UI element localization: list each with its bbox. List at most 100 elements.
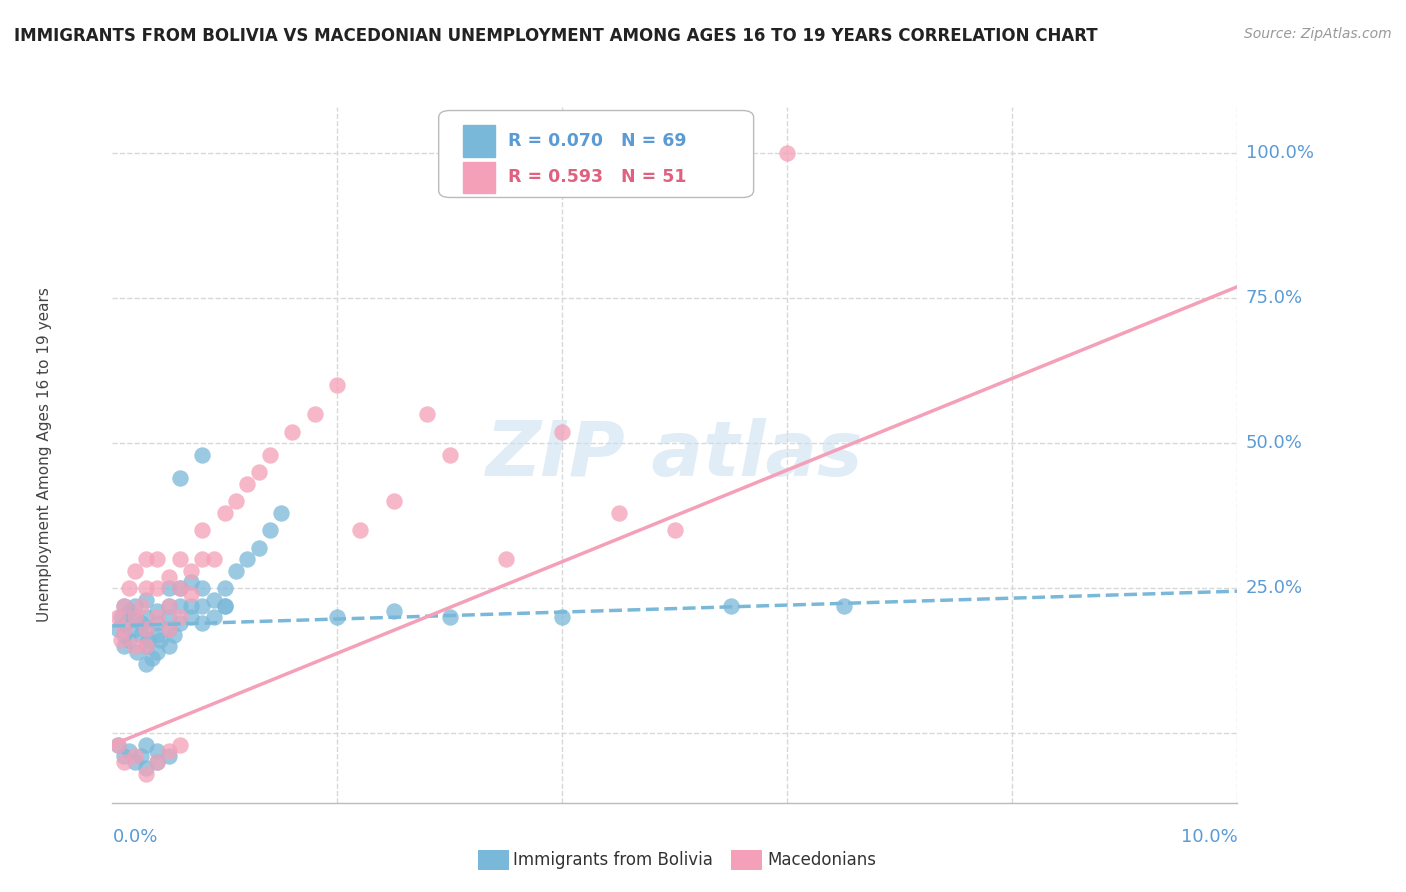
Point [202, 552, 225, 566]
Point [107, 622, 129, 636]
Point [551, 610, 574, 624]
Point [259, 448, 281, 462]
Point [146, 552, 169, 566]
Point [115, 615, 138, 630]
Point [180, 575, 202, 590]
Point [146, 645, 169, 659]
Point [129, 599, 152, 613]
Point [124, 749, 146, 764]
Point [214, 599, 236, 613]
Point [236, 552, 259, 566]
Point [129, 628, 152, 642]
Text: 75.0%: 75.0% [1246, 289, 1303, 308]
Point [135, 738, 157, 752]
Point [146, 628, 169, 642]
Point [191, 552, 214, 566]
Point [157, 622, 180, 636]
Point [135, 552, 157, 566]
Point [146, 582, 169, 596]
Point [157, 610, 180, 624]
Point [180, 610, 202, 624]
Point [127, 645, 149, 659]
Point [146, 610, 169, 624]
Point [146, 755, 169, 769]
Bar [464, 161, 495, 193]
Point [157, 622, 180, 636]
Point [495, 552, 517, 566]
Point [149, 633, 172, 648]
Point [180, 587, 202, 601]
Point [135, 592, 157, 607]
Point [124, 599, 146, 613]
FancyBboxPatch shape [439, 111, 754, 197]
Point [110, 633, 132, 648]
Point [124, 755, 146, 769]
Text: IMMIGRANTS FROM BOLIVIA VS MACEDONIAN UNEMPLOYMENT AMONG AGES 16 TO 19 YEARS COR: IMMIGRANTS FROM BOLIVIA VS MACEDONIAN UN… [14, 27, 1098, 45]
Point [191, 448, 214, 462]
Text: R = 0.070   N = 69: R = 0.070 N = 69 [509, 132, 688, 150]
Point [118, 744, 141, 758]
Text: 25.0%: 25.0% [1246, 579, 1303, 598]
Point [270, 506, 292, 520]
Point [146, 755, 169, 769]
Point [169, 471, 191, 485]
Point [112, 628, 135, 642]
Point [118, 605, 141, 619]
Point [191, 599, 214, 613]
Point [202, 592, 225, 607]
Text: Unemployment Among Ages 16 to 19 years: Unemployment Among Ages 16 to 19 years [38, 287, 52, 623]
Text: 50.0%: 50.0% [1246, 434, 1302, 452]
Point [107, 738, 129, 752]
Text: R = 0.593   N = 51: R = 0.593 N = 51 [509, 169, 688, 186]
Point [112, 599, 135, 613]
Point [225, 494, 247, 508]
Point [135, 639, 157, 653]
Point [664, 523, 686, 537]
Point [112, 755, 135, 769]
Point [169, 552, 191, 566]
Point [141, 651, 163, 665]
Point [157, 599, 180, 613]
Point [214, 599, 236, 613]
Point [107, 738, 129, 752]
Point [135, 622, 157, 636]
Point [135, 582, 157, 596]
Point [135, 639, 157, 653]
Point [776, 146, 799, 161]
Point [169, 615, 191, 630]
Point [157, 744, 180, 758]
Point [236, 476, 259, 491]
Point [259, 523, 281, 537]
Point [169, 582, 191, 596]
Point [214, 506, 236, 520]
Text: 0.0%: 0.0% [112, 828, 157, 846]
Point [247, 541, 270, 555]
Point [135, 761, 157, 775]
Point [135, 657, 157, 671]
Point [247, 466, 270, 480]
Point [107, 610, 129, 624]
Point [225, 564, 247, 578]
Point [191, 615, 214, 630]
Point [169, 599, 191, 613]
Point [439, 448, 461, 462]
Point [607, 506, 630, 520]
Point [169, 738, 191, 752]
Point [163, 628, 186, 642]
Point [281, 425, 304, 439]
Point [157, 570, 180, 584]
Text: 10.0%: 10.0% [1181, 828, 1237, 846]
Point [214, 582, 236, 596]
Point [169, 610, 191, 624]
Point [349, 523, 371, 537]
Point [439, 610, 461, 624]
Point [180, 564, 202, 578]
Point [157, 749, 180, 764]
Point [169, 582, 191, 596]
Point [112, 622, 135, 636]
Point [326, 378, 349, 392]
Point [112, 599, 135, 613]
Point [135, 766, 157, 781]
Point [129, 615, 152, 630]
Point [382, 605, 405, 619]
